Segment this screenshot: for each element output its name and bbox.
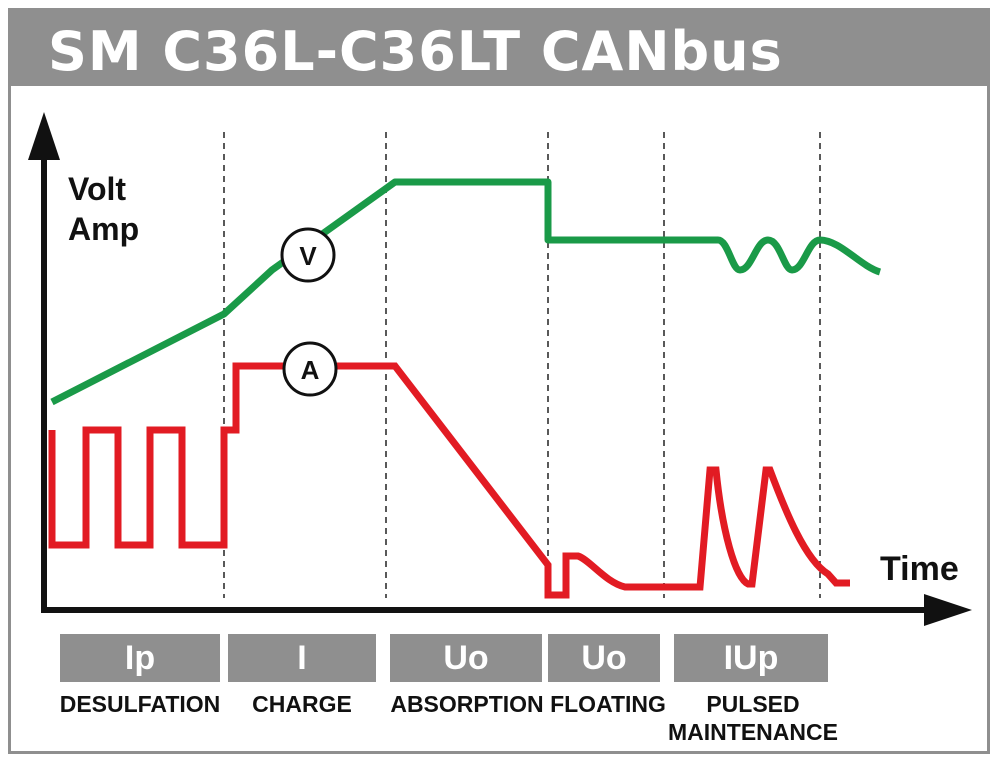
phase-name-floating: FLOATING bbox=[550, 691, 666, 717]
y-axis-arrow bbox=[28, 112, 60, 160]
current-marker-label: A bbox=[301, 355, 320, 385]
voltage-marker-label: V bbox=[299, 241, 317, 271]
x-axis-arrow bbox=[924, 594, 972, 626]
phase-box-charge: I bbox=[228, 634, 376, 682]
phase-name-pulsed-maintenance: PULSED MAINTENANCE bbox=[668, 691, 838, 745]
phase-box-absorption: Uo bbox=[390, 634, 542, 682]
phase-name-absorption: ABSORPTION bbox=[390, 691, 544, 717]
phase-box-floating: Uo bbox=[548, 634, 660, 682]
phase-name-charge: CHARGE bbox=[252, 691, 352, 717]
voltage-marker: V bbox=[280, 227, 336, 283]
title-bar: SM C36L-C36LT CANbus bbox=[8, 8, 990, 86]
phase-box-pulsed-maintenance: IUp bbox=[674, 634, 828, 682]
current-marker: A bbox=[282, 341, 338, 397]
x-axis-label-time: Time bbox=[880, 550, 959, 588]
y-axis-label-volt: Volt bbox=[68, 171, 126, 207]
phase-name-desulfation: DESULFATION bbox=[59, 691, 221, 717]
diagram-title: SM C36L-C36LT CANbus bbox=[48, 20, 783, 83]
voltage-curve bbox=[50, 178, 882, 406]
current-curve bbox=[48, 362, 850, 599]
y-axis-label-amp: Amp bbox=[68, 211, 139, 247]
phase-box-desulfation: Ip bbox=[60, 634, 220, 682]
